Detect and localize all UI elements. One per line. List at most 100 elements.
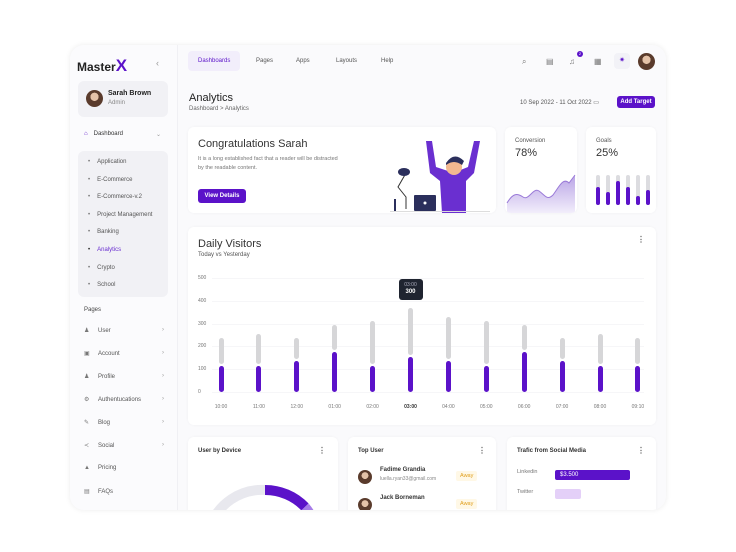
y-tick-label: 400	[198, 297, 207, 304]
bar-yesterday	[445, 316, 451, 360]
sidebar: MasterX ‹ Sarah Brown Admin ⌂ Dashboard ⌄ …	[70, 45, 178, 510]
breadcrumb-current: Analytics	[224, 106, 249, 112]
more-options-icon[interactable]: ⋮	[318, 446, 326, 455]
goal-bar-track	[616, 175, 620, 205]
bar-yesterday	[256, 333, 262, 364]
bar-today	[408, 356, 413, 392]
sidebar-subitem[interactable]: E-Commerce-v.2	[88, 194, 142, 200]
x-tick-label: 04:00	[442, 404, 455, 410]
tab-layouts[interactable]: Layouts	[336, 58, 358, 64]
chart-title: Daily Visitors	[198, 238, 262, 250]
sidebar-item-faqs[interactable]: ▤ FAQs	[84, 488, 164, 495]
tooltip-value: 300	[405, 288, 416, 295]
bar-today	[256, 365, 262, 392]
add-target-button[interactable]: Add Target	[617, 96, 655, 108]
sidebar-item-label: Authentucations	[98, 397, 142, 403]
x-tick-label: 06:00	[517, 404, 531, 410]
sidebar-item-authentucations[interactable]: ⚙ Authentucations ›	[84, 396, 164, 403]
bar-today	[521, 352, 527, 392]
sidebar-subitem[interactable]: E-Commerce	[88, 177, 132, 183]
chevron-down-icon: ⌄	[156, 132, 162, 138]
tooltip-label: 03:00	[404, 281, 417, 288]
goal-bar-track	[596, 175, 600, 205]
bell-icon[interactable]: ♫	[569, 57, 575, 66]
bar-yesterday	[635, 338, 641, 364]
x-tick-label: 07:00	[555, 404, 569, 410]
chat-icon[interactable]: ▤	[546, 57, 554, 66]
goal-bar-track	[626, 175, 630, 205]
sidebar-item-blog[interactable]: ✎ Blog ›	[84, 419, 164, 426]
tab-pages[interactable]: Pages	[256, 58, 274, 64]
more-options-icon[interactable]: ⋮	[478, 446, 486, 455]
bar-today	[445, 361, 451, 392]
social-label: Twitter	[517, 489, 534, 495]
sidebar-item-social[interactable]: ≺ Social ›	[84, 442, 164, 449]
x-tick-label: 11:00	[252, 404, 265, 410]
date-range-picker[interactable]: 10 Sep 2022 - 11 Oct 2022 ▭	[520, 99, 599, 106]
bar-today	[635, 365, 641, 392]
share-icon: ≺	[84, 443, 90, 449]
bar-yesterday	[597, 333, 603, 364]
chevron-right-icon: ›	[162, 327, 164, 333]
chart-subtitle: Today vs Yesterday	[198, 252, 250, 258]
user-name[interactable]: Jack Borneman	[380, 495, 425, 501]
sidebar-item-profile[interactable]: ♟ Profile ›	[84, 373, 164, 380]
more-options-icon[interactable]: ⋮	[637, 446, 645, 455]
sidebar-subitem[interactable]: School	[88, 282, 115, 288]
profile-avatar[interactable]	[638, 53, 655, 70]
view-details-button[interactable]: View Details	[198, 189, 246, 203]
collapse-sidebar-icon[interactable]: ‹	[156, 58, 159, 68]
breadcrumb-sep: >	[220, 106, 224, 112]
card-title: Trafic from Social Media	[517, 448, 587, 454]
user-email: luella.ryan33@gmail.com	[380, 476, 437, 482]
goal-bar-fill	[616, 181, 620, 205]
profile-icon: ♟	[84, 374, 90, 380]
congrats-title: Congratulations Sarah	[198, 138, 308, 150]
user-name[interactable]: Fadime Grandia	[380, 467, 426, 473]
user-card[interactable]: Sarah Brown Admin	[78, 81, 168, 117]
user-by-device-card: User by Device ⋮	[188, 437, 338, 510]
y-tick-label: 200	[198, 343, 207, 350]
tab-dashboards[interactable]: Dashboards	[188, 51, 241, 71]
theme-toggle-icon[interactable]: ✷	[614, 53, 630, 69]
apps-grid-icon[interactable]: ▦	[594, 57, 602, 66]
pricing-icon: ▲	[84, 465, 90, 471]
sidebar-item-label: User	[98, 328, 111, 334]
goals-card: Goals 25%	[586, 127, 656, 213]
x-tick-label: 09:10	[631, 404, 645, 410]
sidebar-subitem[interactable]: Application	[88, 159, 126, 165]
bar-today	[218, 365, 224, 392]
breadcrumb-dashboard[interactable]: Dashboard	[189, 106, 219, 112]
daily-visitors-card: Daily Visitors Today vs Yesterday ⋮ 0 100…	[188, 227, 656, 425]
sidebar-item-dashboard[interactable]: ⌂ Dashboard ⌄	[84, 131, 161, 138]
tab-help[interactable]: Help	[381, 58, 394, 64]
bar-yesterday	[483, 321, 489, 364]
sidebar-subitem[interactable]: Crypto	[88, 265, 115, 271]
goals-label: Goals	[596, 138, 612, 144]
social-label: Linkedin	[517, 469, 538, 475]
sidebar-subitem[interactable]: Banking	[88, 229, 119, 235]
status-badge: Away	[456, 499, 478, 509]
chevron-right-icon: ›	[162, 442, 164, 448]
more-options-icon[interactable]: ⋮	[637, 235, 645, 244]
congrats-card: Congratulations Sarah It is a long estab…	[188, 127, 496, 213]
sidebar-item-pricing[interactable]: ▲ Pricing	[84, 465, 164, 471]
sidebar-item-label: Account	[98, 351, 120, 357]
chevron-right-icon: ›	[162, 350, 164, 356]
user-avatar	[358, 470, 372, 484]
user-icon: ♟	[84, 328, 90, 334]
sidebar-item-label: Profile	[98, 374, 116, 380]
goal-bar-fill	[636, 196, 640, 205]
user-avatar	[358, 498, 372, 510]
sidebar-subitem[interactable]: Project Management	[88, 212, 152, 218]
x-tick-label: 10:00	[214, 404, 228, 410]
sidebar-item-user[interactable]: ♟ User ›	[84, 327, 164, 334]
twitter-bar	[555, 489, 581, 499]
top-user-card: Top User ⋮ Fadime Grandia luella.ryan33@g…	[348, 437, 496, 510]
sidebar-subitem[interactable]: Analytics	[88, 247, 121, 253]
tab-apps[interactable]: Apps	[296, 58, 310, 64]
sidebar-item-account[interactable]: ▣ Account ›	[84, 350, 164, 357]
goal-bar-track	[606, 175, 610, 205]
x-tick-label: 05:00	[480, 404, 493, 410]
search-icon[interactable]: ⌕	[522, 57, 527, 66]
